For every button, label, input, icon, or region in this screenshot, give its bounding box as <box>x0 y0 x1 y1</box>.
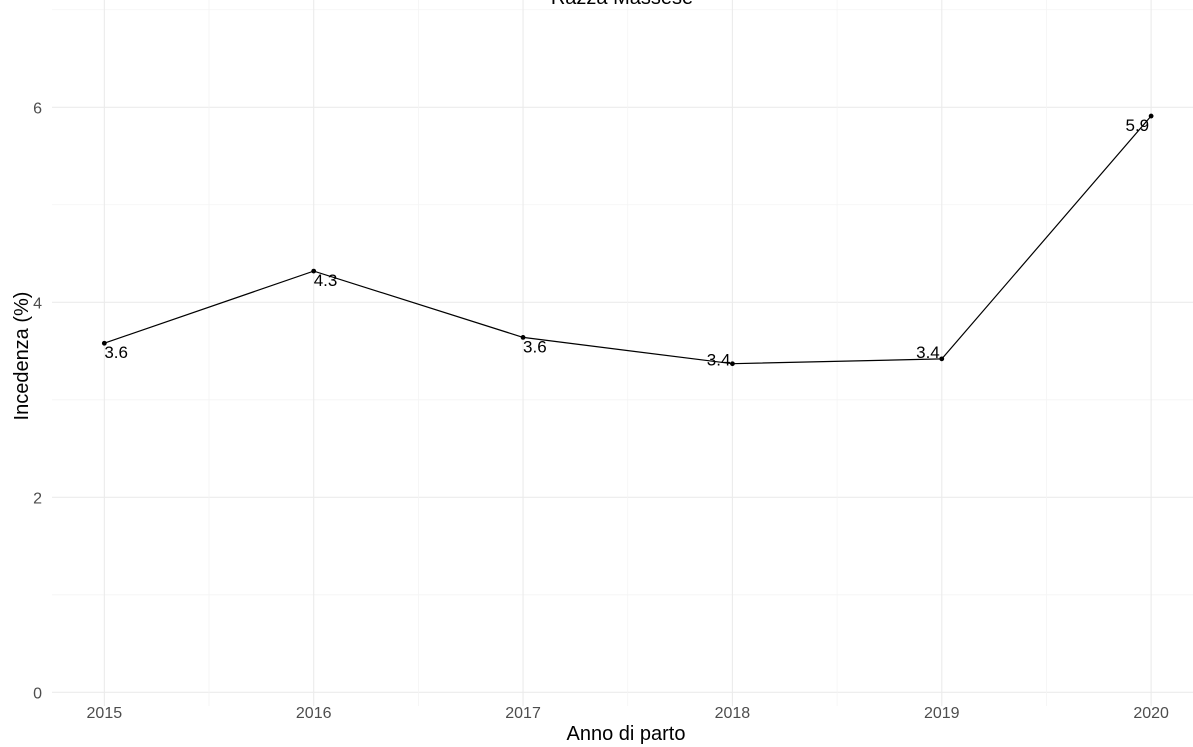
x-tick-label: 2018 <box>715 705 751 722</box>
data-point <box>730 361 735 367</box>
y-tick-label: 2 <box>33 490 42 507</box>
x-axis-title: Anno di parto <box>567 723 686 745</box>
data-point <box>520 334 526 340</box>
y-axis-title: Incedenza (%) <box>11 292 33 421</box>
chart-title: Razza Massese <box>551 0 693 9</box>
data-label: 3.6 <box>104 343 128 362</box>
data-point <box>101 340 107 346</box>
data-label: 3.4 <box>916 343 940 362</box>
data-labels: 3.6 4.3 3.6 3.4 3.4 5.9 <box>104 116 1149 370</box>
data-label: 3.6 <box>523 337 547 356</box>
data-point <box>1148 113 1154 119</box>
data-point <box>311 268 317 274</box>
x-tick-label: 2016 <box>296 705 332 722</box>
x-tick-label: 2020 <box>1133 705 1169 722</box>
data-points <box>101 113 1154 367</box>
y-tick-label: 0 <box>33 685 42 702</box>
series-line <box>104 115 1152 365</box>
x-axis-ticks: 2015 2016 2017 2018 2019 2020 <box>87 705 1169 722</box>
x-tick-label: 2019 <box>924 705 960 722</box>
x-tick-label: 2015 <box>87 705 123 722</box>
data-point <box>939 356 945 362</box>
y-axis-ticks: 0 2 4 6 <box>33 100 42 702</box>
data-label: 5.9 <box>1125 116 1149 135</box>
y-tick-label: 4 <box>33 295 42 312</box>
data-label: 3.4 <box>707 351 731 370</box>
x-tick-label: 2017 <box>505 705 541 722</box>
y-tick-label: 6 <box>33 100 42 117</box>
data-label: 4.3 <box>314 271 338 290</box>
grid <box>52 0 1193 706</box>
series-line-layer <box>104 115 1152 365</box>
